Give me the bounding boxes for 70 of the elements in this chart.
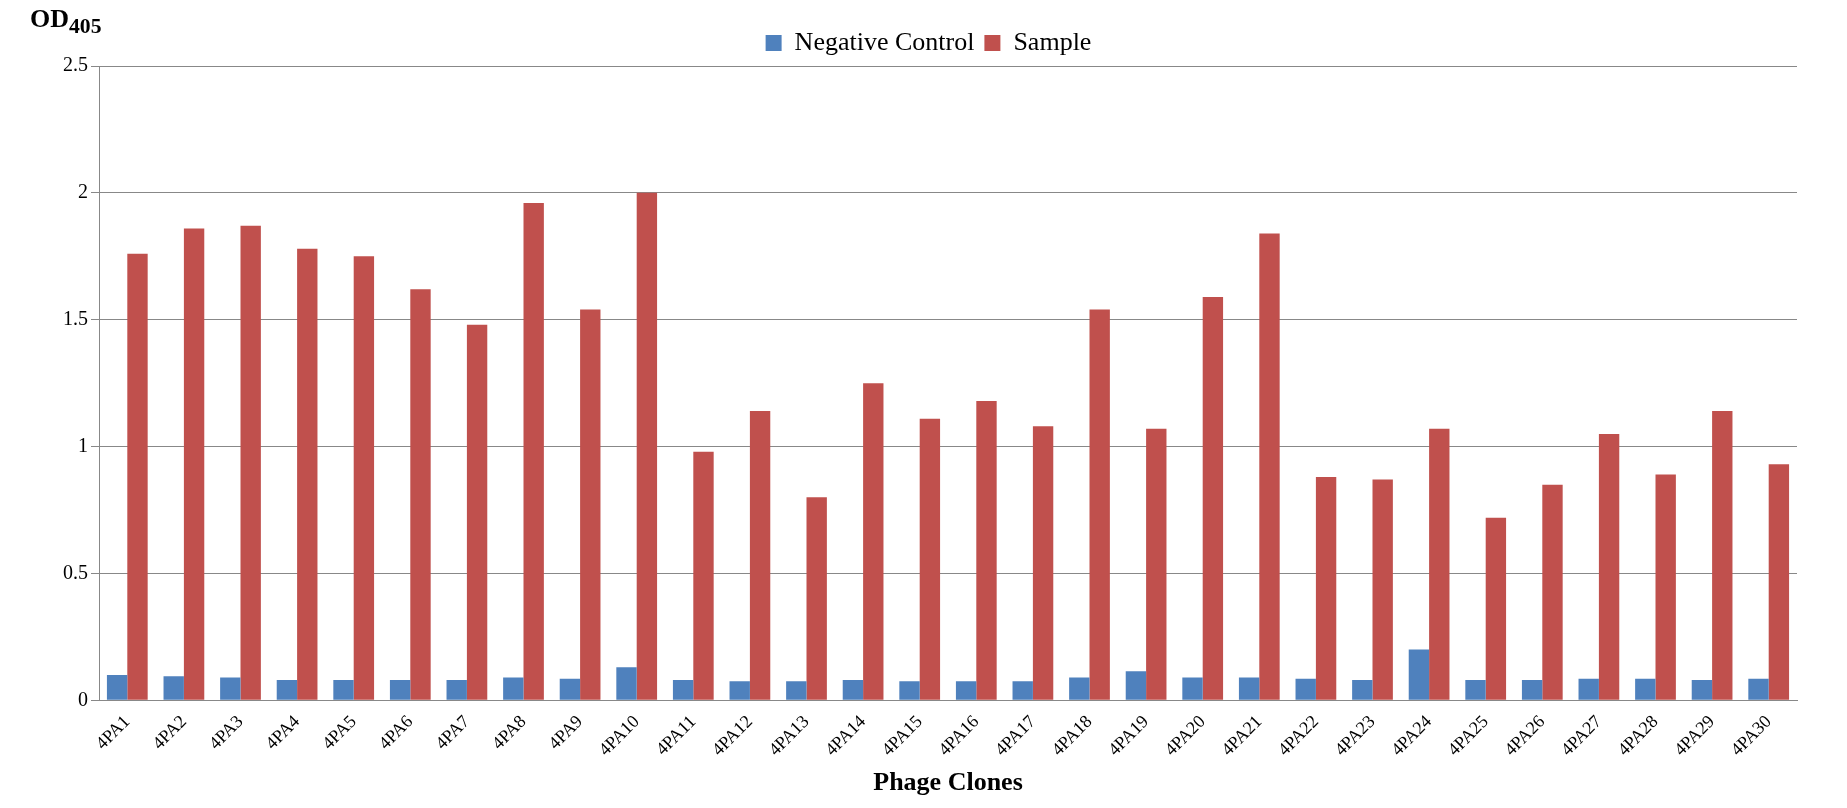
bar <box>1748 678 1769 700</box>
bar <box>1315 477 1337 700</box>
bar <box>749 411 771 700</box>
bar <box>1408 649 1430 700</box>
bar <box>410 289 431 700</box>
bar <box>163 676 184 700</box>
bar <box>1712 411 1733 700</box>
legend-label: Sample <box>1013 26 1092 56</box>
bar <box>523 203 544 700</box>
y-tick-label: 0 <box>78 687 88 710</box>
bar <box>955 681 977 700</box>
bar <box>106 674 128 700</box>
bar <box>729 681 750 700</box>
bar <box>636 192 658 700</box>
bar <box>240 225 261 700</box>
bar <box>976 400 997 700</box>
bar <box>1429 428 1450 700</box>
bar <box>919 418 941 700</box>
y-tick-label: 2.5 <box>63 53 88 76</box>
bar <box>353 256 375 700</box>
bar <box>297 248 318 700</box>
bar <box>1182 677 1203 700</box>
bar <box>1069 677 1090 700</box>
bar <box>1032 426 1054 700</box>
bar <box>559 678 581 700</box>
bar <box>1238 677 1260 700</box>
y-tick-label: 1 <box>78 433 88 456</box>
bar <box>220 677 241 700</box>
bar <box>1542 484 1563 700</box>
bar <box>1372 479 1393 700</box>
bar <box>786 681 807 700</box>
bar <box>333 680 354 700</box>
bar <box>693 451 714 700</box>
bar <box>1259 233 1280 700</box>
bar <box>1352 680 1373 700</box>
bar <box>616 667 637 700</box>
legend-label: Negative Control <box>794 26 975 56</box>
bar <box>806 497 827 700</box>
bar <box>127 253 148 700</box>
bar <box>1691 680 1713 700</box>
bar <box>1521 680 1543 700</box>
bar <box>503 677 524 700</box>
bar <box>1485 517 1507 700</box>
bar <box>446 680 467 700</box>
y-tick-label: 2 <box>78 180 88 203</box>
bar <box>1655 474 1676 700</box>
y-tick-label: 0.5 <box>63 560 88 583</box>
x-axis-title: Phage Clones <box>873 767 1023 797</box>
bar <box>1012 681 1033 700</box>
bar <box>842 680 864 700</box>
bar <box>1465 680 1486 700</box>
bar <box>1578 678 1599 700</box>
y-tick-label: 1.5 <box>63 306 88 329</box>
bar <box>1202 296 1224 700</box>
bar <box>580 309 601 700</box>
bar <box>389 680 411 700</box>
bar <box>276 680 298 700</box>
bar <box>863 383 884 700</box>
bar <box>1125 671 1147 700</box>
y-axis-title: OD$_{405}$ <box>30 4 102 40</box>
bar <box>672 680 694 700</box>
bar <box>1295 678 1316 700</box>
bar <box>899 681 920 700</box>
bar <box>1598 433 1620 700</box>
bar <box>1146 428 1167 700</box>
bar <box>1089 309 1110 700</box>
bar <box>183 228 205 700</box>
bar <box>1768 464 1790 700</box>
bar <box>1635 678 1656 700</box>
bar <box>466 324 488 700</box>
